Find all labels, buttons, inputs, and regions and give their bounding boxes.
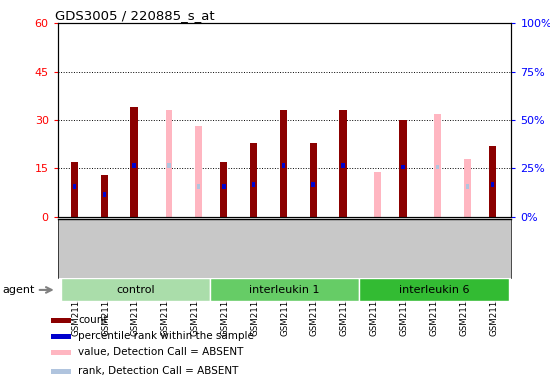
Bar	[311, 182, 315, 187]
Bar	[280, 110, 287, 217]
Bar	[71, 162, 78, 217]
Text: percentile rank within the sample: percentile rank within the sample	[78, 331, 254, 341]
Bar	[51, 369, 71, 374]
Bar	[401, 165, 405, 169]
Bar	[399, 120, 406, 217]
Text: count: count	[78, 315, 107, 325]
Bar	[130, 107, 138, 217]
Text: rank, Detection Call = ABSENT: rank, Detection Call = ABSENT	[78, 366, 238, 376]
Bar	[60, 278, 210, 301]
Bar	[491, 182, 494, 187]
Bar	[434, 114, 441, 217]
Bar	[252, 182, 255, 187]
Text: interleukin 1: interleukin 1	[249, 285, 320, 295]
Bar	[210, 278, 359, 301]
Bar	[51, 318, 71, 323]
Bar	[436, 165, 439, 169]
Bar	[102, 192, 106, 197]
Bar	[250, 142, 257, 217]
Bar	[101, 175, 108, 217]
Bar	[197, 184, 200, 189]
Text: value, Detection Call = ABSENT: value, Detection Call = ABSENT	[78, 348, 243, 358]
Bar	[167, 163, 170, 167]
Bar	[464, 159, 471, 217]
Text: control: control	[116, 285, 155, 295]
Bar	[359, 278, 509, 301]
Bar	[166, 110, 172, 217]
Bar	[220, 162, 228, 217]
Bar	[465, 184, 469, 189]
Bar	[375, 172, 381, 217]
Text: agent: agent	[3, 285, 35, 295]
Bar	[310, 142, 317, 217]
Bar	[51, 334, 71, 339]
Bar	[51, 350, 71, 355]
Bar	[488, 146, 496, 217]
Bar	[133, 163, 136, 167]
Text: interleukin 6: interleukin 6	[399, 285, 469, 295]
Bar	[342, 163, 345, 167]
Bar	[222, 184, 226, 189]
Bar	[339, 110, 347, 217]
Bar	[282, 163, 285, 167]
Bar	[73, 184, 76, 189]
Bar	[195, 126, 202, 217]
Text: GDS3005 / 220885_s_at: GDS3005 / 220885_s_at	[56, 9, 215, 22]
